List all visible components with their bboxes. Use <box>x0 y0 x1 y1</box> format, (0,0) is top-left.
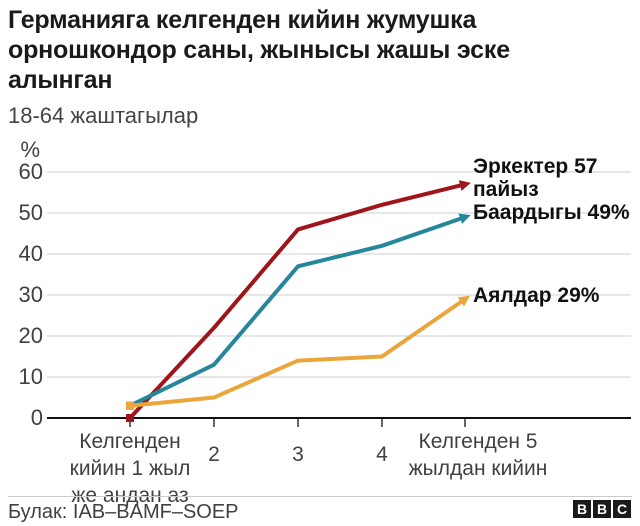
men-start-marker <box>126 414 134 422</box>
men-end-marker <box>458 180 471 191</box>
bbc-logo-block-2: B <box>593 500 611 518</box>
bbc-logo-block-3: C <box>613 500 631 518</box>
women-end-marker <box>457 295 470 307</box>
women-series-label: Аялдар 29% <box>473 284 600 307</box>
y-tick-label-30: 30 <box>18 282 43 307</box>
men-line <box>128 182 466 420</box>
footer-divider <box>8 496 632 497</box>
y-tick-label-40: 40 <box>18 241 43 266</box>
x-tick-label-3: 4 <box>376 443 388 466</box>
x-tick-label-2: 3 <box>292 443 304 466</box>
women-line <box>129 297 467 408</box>
chart-subtitle: 18-64 жаштагылар <box>8 103 199 128</box>
men-series-label: Эркектер 57 пайыз <box>473 155 598 201</box>
y-tick-label-0: 0 <box>30 405 43 430</box>
all-end-marker <box>458 213 471 224</box>
y-tick-label-60: 60 <box>18 159 43 184</box>
bbc-logo-block-1: B <box>573 500 591 518</box>
all-line <box>129 215 466 408</box>
y-tick-label-10: 10 <box>18 364 43 389</box>
women-start-marker <box>126 401 134 410</box>
y-tick-label-50: 50 <box>18 200 43 225</box>
x-tick-label-4: Келгенден 5 жылдан кийин <box>408 430 548 480</box>
x-tick-label-0: Келгенден кийин 1 жыл же андан аз <box>69 430 191 507</box>
x-tick-label-1: 2 <box>208 443 220 466</box>
source-text: Булак: IAB–BAMF–SOEP <box>8 501 239 523</box>
y-tick-label-20: 20 <box>18 323 43 348</box>
all-series-label: Баардыгы 49% <box>473 201 630 224</box>
y-axis-unit-label: % <box>20 137 40 162</box>
chart-title: Германияга келгенден кийин жумушка орнош… <box>8 6 510 94</box>
